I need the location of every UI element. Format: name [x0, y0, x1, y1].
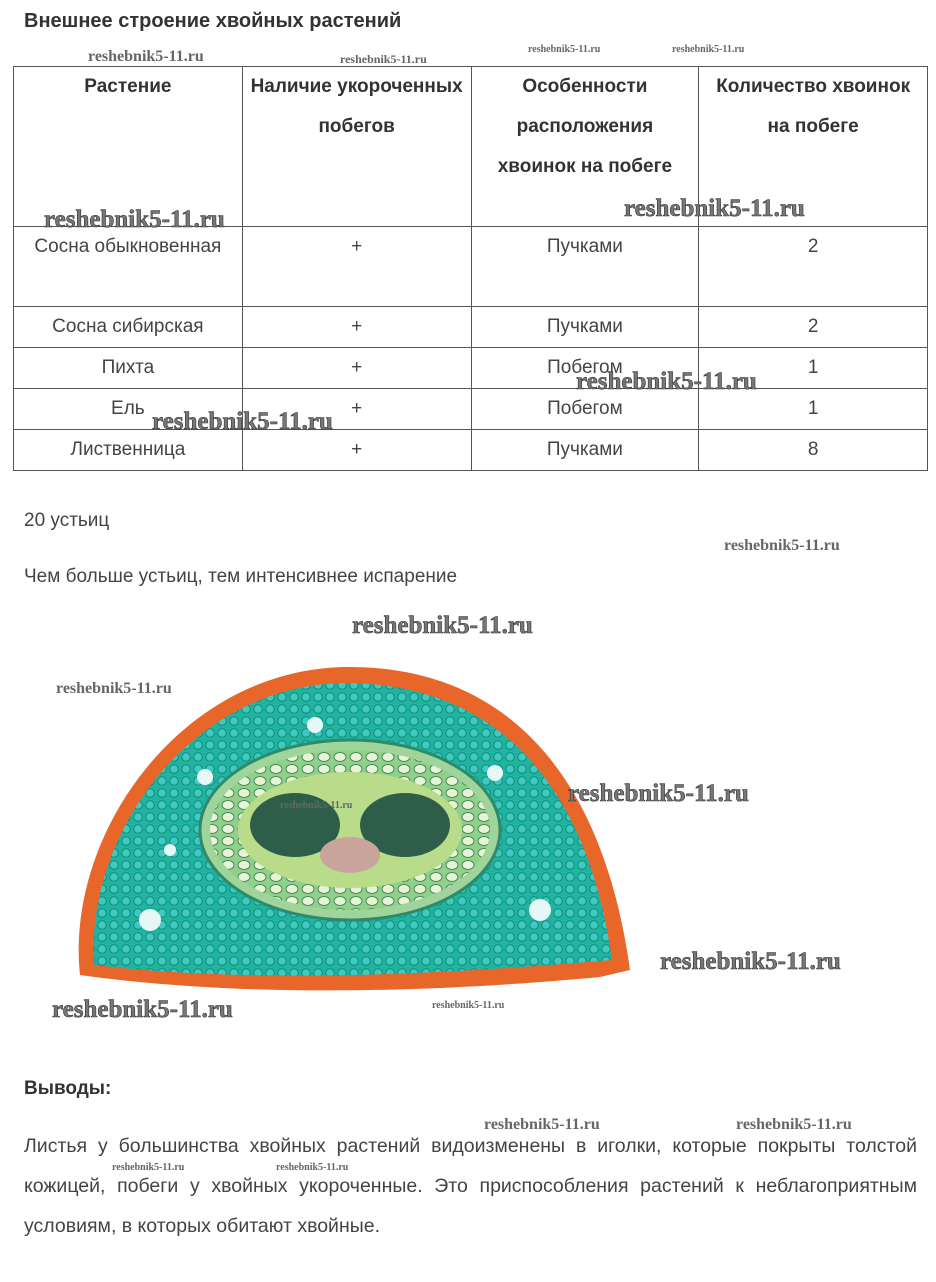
cell: Пучками — [470, 226, 700, 307]
cell: 8 — [698, 429, 928, 471]
watermark: reshebnik5-11.ru — [340, 52, 427, 66]
cell: 2 — [698, 306, 928, 348]
cell: 1 — [698, 347, 928, 389]
cell: Побегом — [470, 388, 700, 430]
cell: 2 — [698, 226, 928, 307]
page-title: Внешнее строение хвойных растений — [24, 10, 402, 32]
conclusions-text: Листья у большинства хвойных растений ви… — [24, 1135, 917, 1237]
watermark: reshebnik5-11.ru — [660, 948, 841, 976]
cell: Побегом — [470, 347, 700, 389]
table-header-row: Растение Наличие укороченных побегов Осо… — [13, 66, 928, 227]
cell: Сосна обыкновенная — [13, 226, 243, 307]
watermark: reshebnik5-11.ru — [672, 44, 745, 55]
table-row: Пихта + Побегом 1 — [13, 347, 928, 389]
conifers-table: Растение Наличие укороченных побегов Осо… — [13, 66, 928, 471]
cell: Сосна сибирская — [13, 306, 243, 348]
vascular-bundle-right — [360, 793, 450, 857]
header-needle-count: Количество хвоинок на побеге — [698, 66, 928, 227]
table-row: Сосна сибирская + Пучками 2 — [13, 306, 928, 348]
stomata-note: Чем больше устьиц, тем интенсивнее испар… — [24, 566, 458, 587]
stomata-count: 20 устьиц — [24, 510, 110, 531]
table-row: Сосна обыкновенная + Пучками 2 — [13, 226, 928, 307]
cell: + — [241, 226, 472, 307]
watermark: reshebnik5-11.ru — [88, 48, 204, 65]
header-short-shoots: Наличие укороченных побегов — [241, 66, 472, 227]
conclusions-heading: Выводы: — [24, 1078, 112, 1099]
header-plant: Растение — [13, 66, 243, 227]
cell: Ель — [13, 388, 243, 430]
cell: + — [241, 306, 472, 348]
cell: + — [241, 388, 472, 430]
cell: Пучками — [470, 306, 700, 348]
cell: 1 — [698, 388, 928, 430]
cell: + — [241, 347, 472, 389]
cell: + — [241, 429, 472, 471]
needle-cross-section-image — [78, 666, 630, 991]
cell: Пихта — [13, 347, 243, 389]
watermark: reshebnik5-11.ru — [528, 44, 601, 55]
watermark: reshebnik5-11.ru — [724, 537, 840, 554]
cell: Пучками — [470, 429, 700, 471]
watermark: reshebnik5-11.ru — [352, 612, 533, 640]
header-arrangement: Особенности расположения хвоинок на побе… — [470, 66, 700, 227]
table-row: Лиственница + Пучками 8 — [13, 429, 928, 471]
cell: Лиственница — [13, 429, 243, 471]
vascular-bundle-left — [250, 793, 340, 857]
table-row: Ель + Побегом 1 — [13, 388, 928, 430]
